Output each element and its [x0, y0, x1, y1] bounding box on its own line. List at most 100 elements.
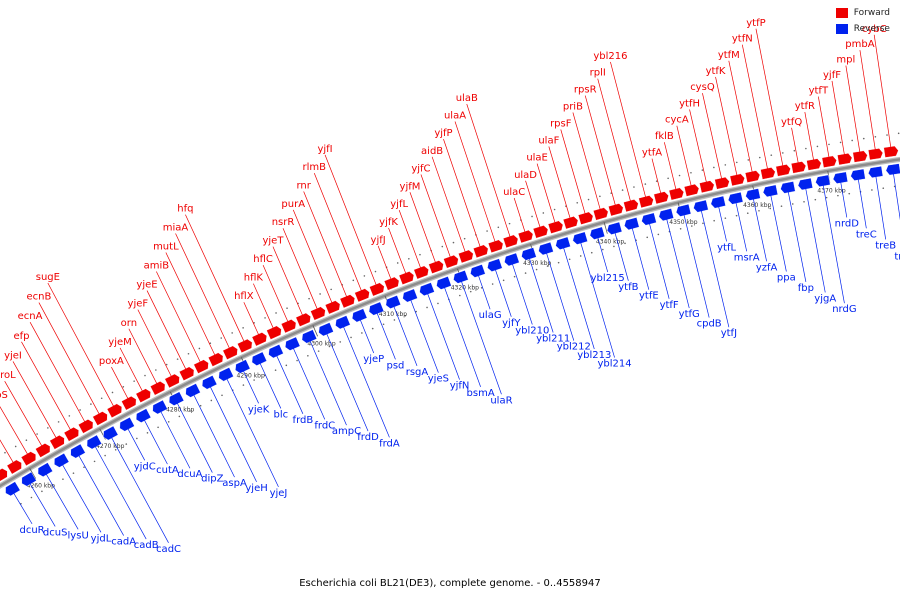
gene-label-yjfP[interactable]: yjfP: [434, 128, 452, 139]
gene-arrow-yjeI[interactable]: [49, 435, 65, 450]
gene-label-ytfP[interactable]: ytfP: [746, 18, 765, 29]
gene-arrow-treC[interactable]: [850, 168, 866, 181]
gene-arrow-yjgA[interactable]: [797, 177, 813, 191]
gene-label-rlmB[interactable]: rlmB: [303, 162, 327, 173]
gene-label-yjeJ[interactable]: yjeJ: [270, 488, 288, 499]
gene-label-ytfJ[interactable]: ytfJ: [721, 328, 737, 339]
gene-label-ulaE[interactable]: ulaE: [526, 153, 548, 164]
gene-arrow-ecnA[interactable]: [78, 419, 94, 434]
gene-label-cadC[interactable]: cadC: [156, 544, 181, 555]
gene-arrow-ytfA[interactable]: [653, 191, 669, 205]
gene-arrow-ytfK[interactable]: [729, 173, 745, 187]
gene-arrow-ybl210[interactable]: [504, 252, 520, 267]
gene-label-ytfG[interactable]: ytfG: [679, 309, 700, 320]
gene-label-cybC[interactable]: cybC: [862, 24, 887, 35]
gene-label-ecnA[interactable]: ecnA: [18, 311, 43, 322]
gene-label-ybl211[interactable]: ybl211: [536, 333, 570, 344]
gene-label-ytfN[interactable]: ytfN: [732, 34, 753, 45]
gene-arrow-cadA[interactable]: [70, 443, 86, 459]
gene-label-ytfM[interactable]: ytfM: [718, 50, 740, 61]
gene-label-yjfF[interactable]: yjfF: [823, 70, 841, 81]
gene-label-treC[interactable]: treC: [856, 229, 877, 240]
gene-arrow-mutL[interactable]: [207, 352, 224, 367]
gene-arrow-yjeK[interactable]: [235, 359, 251, 374]
gene-arrow-cutA[interactable]: [135, 408, 152, 423]
gene-arrow-rpsF[interactable]: [577, 211, 594, 225]
gene-arrow-yjfM[interactable]: [428, 260, 444, 274]
gene-label-hflC[interactable]: hflC: [253, 254, 273, 265]
gene-label-ybl213[interactable]: ybl213: [577, 350, 611, 361]
gene-label-yjdL[interactable]: yjdL: [91, 533, 112, 544]
gene-label-purA[interactable]: purA: [281, 199, 305, 210]
gene-label-hfq[interactable]: hfq: [177, 204, 193, 215]
gene-arrow-ytfH[interactable]: [699, 180, 715, 194]
gene-arrow-ytfM[interactable]: [744, 170, 761, 183]
gene-arrow-purA[interactable]: [324, 300, 341, 315]
gene-label-priB[interactable]: priB: [563, 101, 583, 112]
gene-arrow-pmbA[interactable]: [868, 148, 884, 161]
gene-label-rpsR[interactable]: rpsR: [574, 85, 597, 96]
gene-label-mutL[interactable]: mutL: [153, 242, 179, 253]
gene-arrow-ytfR[interactable]: [806, 158, 822, 171]
gene-label-frdC[interactable]: frdC: [314, 420, 335, 431]
gene-arrow-yjeT[interactable]: [295, 312, 311, 327]
gene-label-yjfC[interactable]: yjfC: [411, 164, 430, 175]
gene-arrow-ppa[interactable]: [762, 184, 779, 198]
gene-arrow-yjfF[interactable]: [837, 153, 853, 166]
gene-label-ulaG[interactable]: ulaG: [479, 310, 502, 321]
gene-arrow-ytfL[interactable]: [710, 195, 726, 209]
gene-arrow-hflX[interactable]: [251, 332, 267, 347]
gene-label-yjeH[interactable]: yjeH: [245, 483, 267, 494]
gene-arrow-ulaF[interactable]: [562, 216, 579, 230]
gene-label-mpl[interactable]: mpl: [836, 55, 855, 66]
gene-arrow-miaA[interactable]: [222, 345, 238, 360]
gene-label-ybl214[interactable]: ybl214: [598, 359, 632, 370]
gene-arrow-nrdG[interactable]: [815, 174, 831, 187]
gene-label-frdA[interactable]: frdA: [379, 438, 400, 449]
gene-arrow-mpl[interactable]: [852, 150, 868, 163]
gene-arrow-ulaA[interactable]: [487, 239, 504, 254]
gene-arrow-rplI[interactable]: [623, 199, 639, 213]
gene-arrow-priB[interactable]: [593, 207, 609, 221]
gene-arrow-yjfN[interactable]: [419, 282, 435, 296]
gene-arrow-poxA[interactable]: [121, 395, 137, 411]
gene-arrow-hfq[interactable]: [237, 338, 253, 354]
gene-arrow-ytfP[interactable]: [775, 164, 791, 177]
gene-label-yjfK[interactable]: yjfK: [379, 217, 398, 228]
gene-label-frdD[interactable]: frdD: [357, 432, 379, 443]
gene-label-ybl215[interactable]: ybl215: [591, 273, 625, 284]
gene-arrow-ytfB[interactable]: [606, 221, 623, 235]
gene-label-bsmA[interactable]: bsmA: [467, 388, 495, 399]
gene-label-fbp[interactable]: fbp: [798, 283, 814, 294]
gene-label-rnr[interactable]: rnr: [296, 180, 311, 191]
gene-arrow-yjeF[interactable]: [164, 373, 180, 389]
gene-label-psd[interactable]: psd: [387, 360, 405, 371]
gene-label-efp[interactable]: efp: [13, 331, 29, 342]
gene-label-dcuA[interactable]: dcuA: [177, 469, 202, 480]
gene-arrow-groS[interactable]: [20, 451, 36, 467]
gene-arrow-ybl216[interactable]: [638, 195, 654, 209]
gene-arrow-ytfG[interactable]: [658, 208, 674, 222]
gene-arrow-frdA[interactable]: [335, 315, 351, 330]
gene-arrow-yjeJ[interactable]: [218, 367, 234, 382]
gene-label-yjeS[interactable]: yjeS: [428, 374, 449, 385]
gene-label-cutA[interactable]: cutA: [156, 465, 179, 476]
gene-arrow-fbp[interactable]: [780, 181, 796, 194]
gene-arrow-yjeH[interactable]: [201, 375, 218, 390]
gene-arrow-nsrR[interactable]: [310, 306, 326, 321]
gene-label-aidB[interactable]: aidB: [421, 146, 443, 157]
gene-label-ybl212[interactable]: ybl212: [557, 342, 591, 353]
gene-arrow-ecnB[interactable]: [92, 411, 108, 426]
gene-arrow-yjdL[interactable]: [54, 452, 70, 468]
gene-label-yjfM[interactable]: yjfM: [400, 181, 421, 192]
gene-arrow-msrA[interactable]: [728, 191, 744, 205]
gene-label-ytfA[interactable]: ytfA: [642, 148, 662, 159]
gene-label-ecnB[interactable]: ecnB: [26, 292, 51, 303]
gene-arrow-frdD[interactable]: [318, 322, 334, 337]
gene-label-miaA[interactable]: miaA: [163, 223, 189, 234]
gene-arrow-ytfQ[interactable]: [790, 161, 807, 174]
gene-arrow-cysQ[interactable]: [714, 176, 730, 190]
gene-arrow-yjdO[interactable]: [0, 468, 8, 482]
gene-label-dipZ[interactable]: dipZ: [201, 474, 223, 485]
gene-label-ybl210[interactable]: ybl210: [515, 326, 549, 337]
